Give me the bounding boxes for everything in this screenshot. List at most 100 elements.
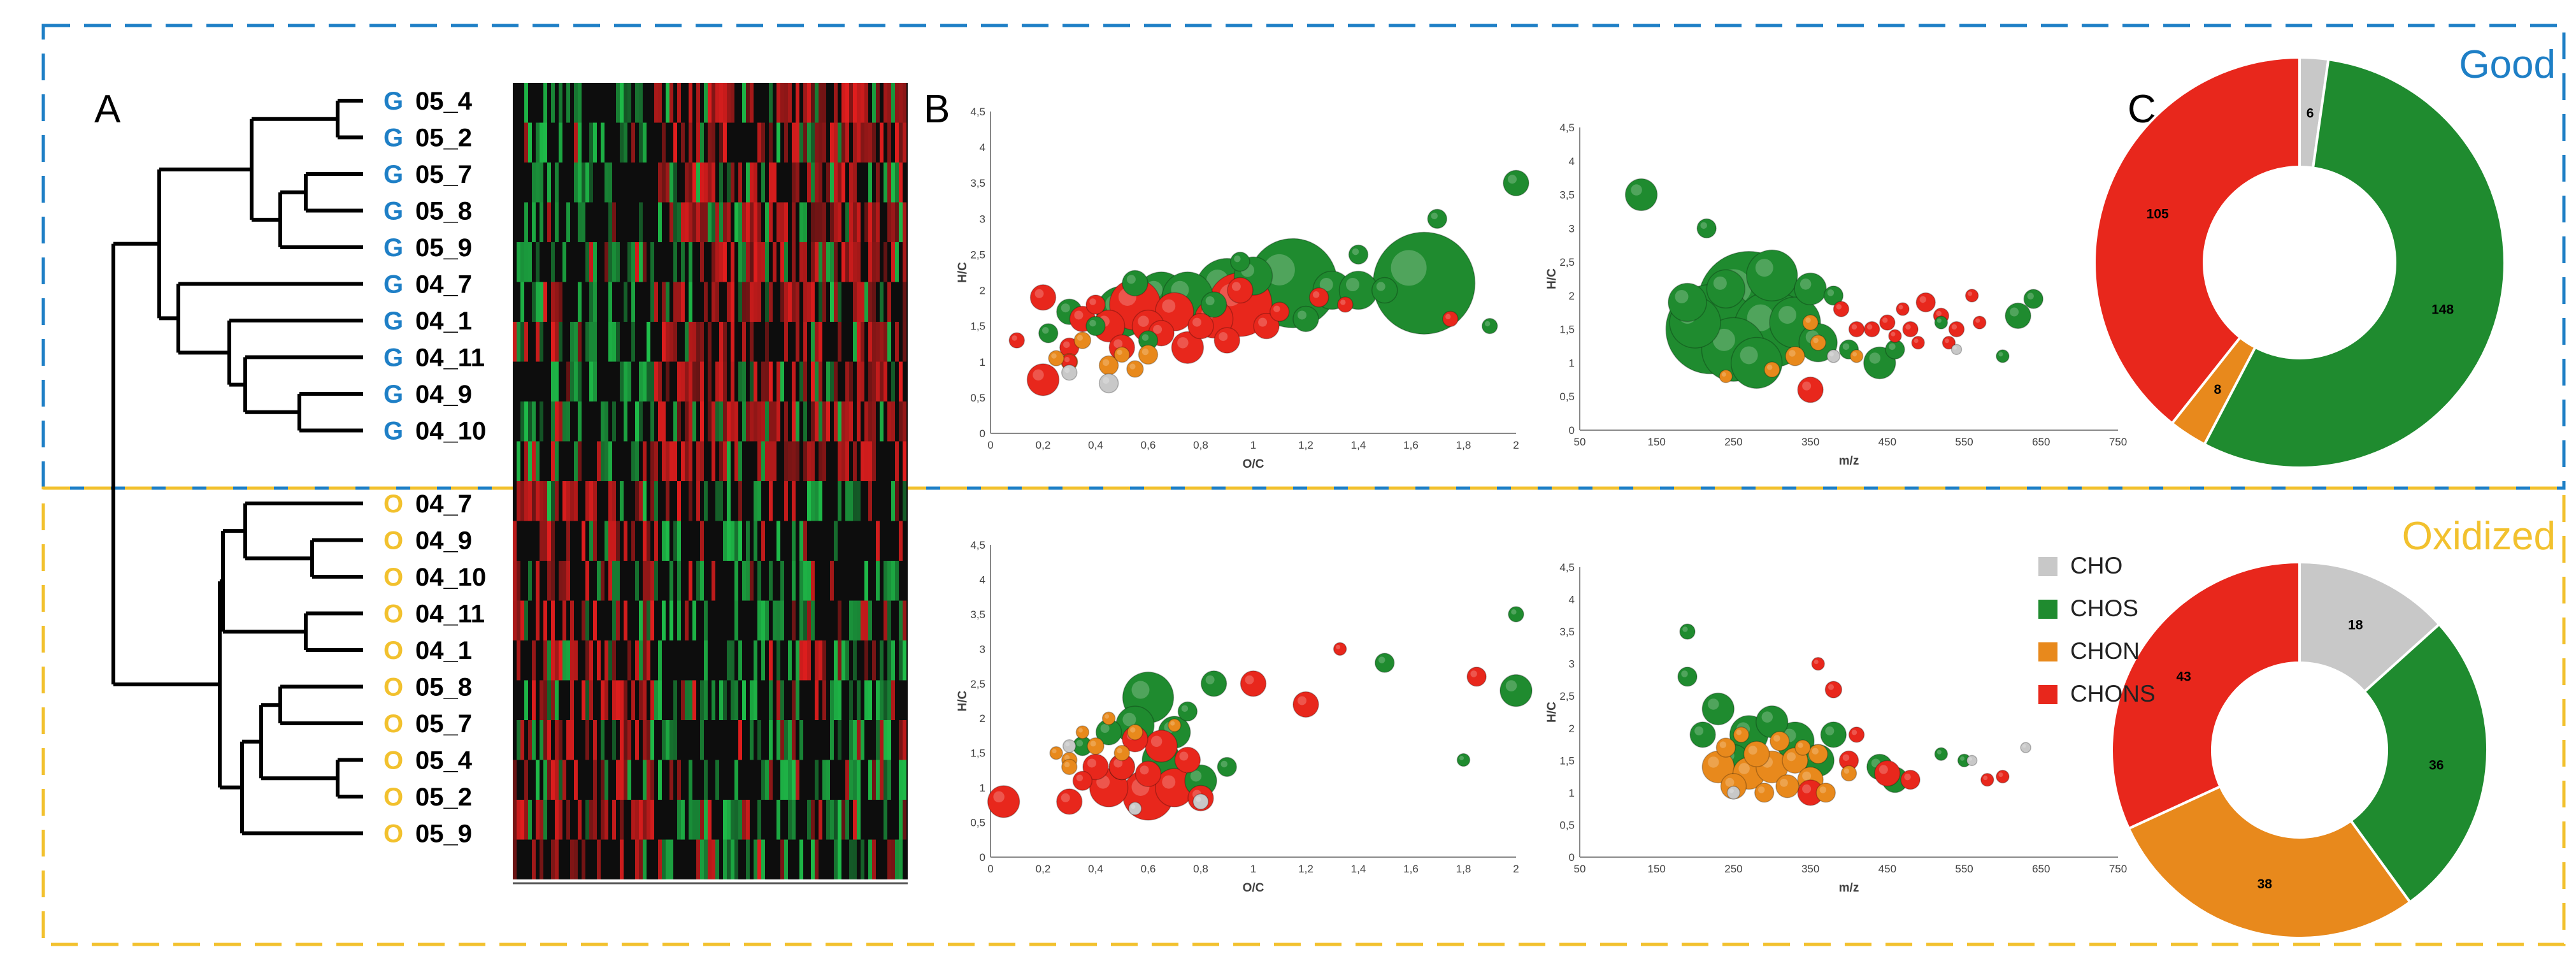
bubble-chos: [1823, 285, 1844, 306]
heatmap-cell: [769, 680, 773, 720]
heatmap-cell: [799, 839, 803, 879]
heatmap-cell: [582, 600, 585, 640]
heatmap-cell: [884, 720, 887, 760]
heatmap-cell: [769, 83, 773, 123]
heatmap-cell: [631, 680, 635, 720]
heatmap-cell: [864, 83, 868, 123]
heatmap-cell: [555, 441, 559, 481]
heatmap-cell: [792, 163, 796, 203]
heatmap-cell: [650, 282, 654, 322]
heatmap-cell: [624, 521, 627, 561]
heatmap-cell: [807, 282, 811, 322]
x-tick-label: 2: [1513, 439, 1519, 451]
heatmap-cell: [792, 242, 796, 282]
heatmap-cell: [612, 600, 616, 640]
heatmap-cell: [669, 720, 673, 760]
bubble-chons: [1253, 312, 1280, 340]
heatmap-cell: [750, 202, 754, 242]
heatmap-cell: [578, 441, 582, 481]
heatmap-cell: [807, 83, 811, 123]
bubble-highlight: [1076, 774, 1084, 781]
heatmap-cell: [677, 760, 681, 800]
bubble-highlight: [1378, 656, 1385, 663]
heatmap-cell: [887, 839, 891, 879]
bubble-chons: [1964, 289, 1979, 303]
heatmap-cell: [570, 481, 574, 521]
heatmap-cell: [734, 202, 738, 242]
heatmap-cell: [887, 561, 891, 601]
heatmap-cell: [666, 361, 669, 401]
heatmap-cell: [864, 640, 868, 681]
heatmap-cell: [834, 800, 838, 840]
heatmap-cell: [597, 561, 601, 601]
heatmap-cell: [650, 441, 654, 481]
heatmap-cell: [903, 83, 906, 123]
heatmap-cell: [551, 600, 555, 640]
heatmap-cell: [780, 282, 784, 322]
x-tick-label: 750: [2109, 863, 2127, 875]
bubble-chons: [1466, 667, 1487, 687]
heatmap-cell: [689, 282, 692, 322]
heatmap-cell: [666, 83, 669, 123]
heatmap-cell: [540, 202, 543, 242]
bubble-chons: [1085, 294, 1106, 315]
heatmap-cell: [681, 122, 685, 163]
heatmap-cell: [585, 640, 589, 681]
heatmap-cell: [788, 441, 792, 481]
heatmap-cell: [612, 202, 616, 242]
heatmap-cell: [700, 361, 704, 401]
heatmap-cell: [884, 322, 887, 362]
heatmap-cell: [658, 202, 662, 242]
heatmap-cell: [689, 760, 692, 800]
heatmap-cell: [555, 481, 559, 521]
x-tick-label: 450: [1878, 436, 1896, 448]
heatmap-cell: [868, 361, 872, 401]
heatmap-cell: [566, 401, 570, 442]
bubble-chon: [1126, 360, 1144, 378]
bubble-highlight: [1196, 797, 1201, 802]
heatmap-cell: [876, 242, 880, 282]
heatmap-cell: [731, 282, 734, 322]
bubble-highlight: [1219, 332, 1228, 342]
heatmap-cell: [792, 561, 796, 601]
heatmap-cell: [669, 83, 673, 123]
heatmap-cell: [731, 242, 734, 282]
heatmap-cell: [742, 242, 746, 282]
bubble-highlight: [2022, 744, 2026, 748]
bubble-highlight: [1789, 350, 1796, 357]
heatmap-cell: [796, 441, 799, 481]
heatmap-cell: [776, 680, 780, 720]
heatmap-cell: [838, 481, 841, 521]
heatmap-cell: [849, 760, 853, 800]
heatmap-cell: [566, 83, 570, 123]
bubble-chos: [1292, 305, 1319, 333]
heatmap-cell: [761, 361, 765, 401]
bubble-highlight: [1936, 310, 1942, 317]
heatmap-cell: [551, 282, 555, 322]
heatmap-cell: [887, 83, 891, 123]
heatmap-cell: [643, 720, 647, 760]
heatmap-cell: [570, 322, 574, 362]
heatmap-cell: [612, 401, 616, 442]
heatmap-cell: [891, 242, 895, 282]
heatmap-cell: [547, 720, 551, 760]
heatmap-cell: [734, 839, 738, 879]
bubble-highlight: [1336, 644, 1341, 649]
heatmap-cell: [715, 481, 719, 521]
y-tick-label: 1: [980, 782, 985, 794]
heatmap-cell: [532, 202, 536, 242]
heatmap-cell: [689, 361, 692, 401]
heatmap-cell: [650, 242, 654, 282]
heatmap-cell: [536, 600, 540, 640]
heatmap-cell: [631, 800, 635, 840]
sample-label: 04_11: [415, 344, 485, 372]
heatmap-cell: [540, 839, 543, 879]
heatmap-cell: [662, 163, 666, 203]
heatmap-cell: [620, 481, 624, 521]
heatmap-cell: [872, 361, 876, 401]
y-tick-label: 2: [1569, 723, 1575, 735]
heatmap-cell: [811, 481, 815, 521]
heatmap-cell: [746, 202, 750, 242]
heatmap-cell: [891, 561, 895, 601]
sample-label: 04_1: [415, 637, 472, 665]
